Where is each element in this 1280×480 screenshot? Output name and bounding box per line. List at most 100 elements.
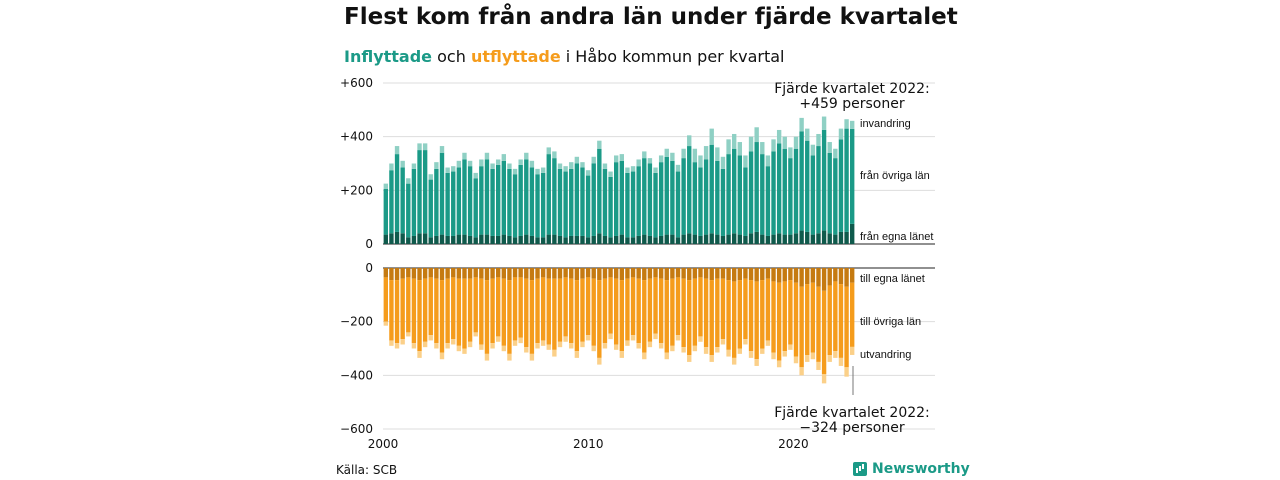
bar-in-fran-ovriga-lan bbox=[681, 158, 686, 235]
bar-in-fran-egna-lanet bbox=[788, 234, 793, 244]
bar-out-till-egna-lanet bbox=[507, 268, 512, 281]
bar-in-fran-egna-lanet bbox=[849, 223, 855, 244]
bar-in-fran-ovriga-lan bbox=[760, 154, 765, 235]
subtitle-mid: och bbox=[432, 47, 471, 66]
bar-out-utvandring bbox=[726, 349, 731, 357]
bar-out-till-egna-lanet bbox=[799, 268, 804, 287]
bar-in-fran-ovriga-lan bbox=[400, 167, 405, 234]
bar-out-till-egna-lanet bbox=[597, 268, 602, 281]
bar-out-till-ovriga-lan bbox=[821, 290, 827, 374]
bar-in-fran-ovriga-lan bbox=[838, 139, 844, 232]
bar-in-fran-egna-lanet bbox=[793, 233, 799, 244]
bar-in-fran-ovriga-lan bbox=[529, 167, 535, 236]
bar-in-fran-ovriga-lan bbox=[608, 176, 613, 238]
bar-in-fran-ovriga-lan bbox=[642, 158, 647, 235]
bar-in-fran-ovriga-lan bbox=[428, 179, 433, 238]
bar-in-invandring bbox=[664, 148, 669, 157]
bar-in-fran-egna-lanet bbox=[642, 234, 647, 244]
bar-in-fran-ovriga-lan bbox=[754, 142, 759, 232]
bar-in-fran-egna-lanet bbox=[670, 234, 675, 244]
bar-in-invandring bbox=[675, 164, 681, 172]
bar-in-fran-ovriga-lan bbox=[743, 167, 748, 236]
bar-in-fran-ovriga-lan bbox=[636, 166, 641, 236]
bar-out-utvandring bbox=[411, 343, 417, 349]
bar-out-till-ovriga-lan bbox=[799, 286, 804, 368]
y-tick-label-top: +400 bbox=[340, 130, 373, 144]
bar-in-fran-egna-lanet bbox=[518, 235, 523, 244]
newsworthy-logo[interactable]: Newsworthy bbox=[853, 461, 970, 477]
y-tick-label-bottom: 0 bbox=[365, 261, 373, 275]
bar-in-fran-ovriga-lan bbox=[844, 128, 849, 232]
bar-out-utvandring bbox=[642, 352, 647, 360]
bar-out-till-egna-lanet bbox=[490, 268, 495, 279]
bar-in-fran-ovriga-lan bbox=[563, 171, 568, 238]
bar-in-fran-egna-lanet bbox=[552, 234, 557, 244]
bar-in-fran-ovriga-lan bbox=[434, 168, 439, 236]
bar-in-invandring bbox=[619, 154, 625, 161]
bar-in-fran-egna-lanet bbox=[703, 234, 709, 244]
bar-in-invandring bbox=[597, 140, 602, 149]
bar-out-utvandring bbox=[681, 347, 686, 353]
bar-out-utvandring bbox=[698, 336, 703, 342]
bar-out-till-egna-lanet bbox=[765, 268, 771, 279]
bar-in-invandring bbox=[703, 146, 709, 160]
subtitle-outflow: utflyttade bbox=[470, 47, 561, 66]
bar-in-fran-ovriga-lan bbox=[417, 150, 422, 234]
bar-out-till-egna-lanet bbox=[687, 268, 692, 281]
bar-in-fran-egna-lanet bbox=[816, 233, 821, 244]
bar-in-fran-ovriga-lan bbox=[473, 178, 478, 238]
bottom-annotation: Fjärde kvartalet 2022: −324 personer bbox=[774, 366, 930, 436]
label-invandring: invandring bbox=[860, 118, 911, 130]
bar-in-invandring bbox=[585, 170, 591, 176]
bar-in-fran-ovriga-lan bbox=[647, 163, 653, 236]
bar-in-fran-ovriga-lan bbox=[580, 167, 585, 236]
bar-out-till-egna-lanet bbox=[737, 268, 743, 281]
x-tick-label: 2000 bbox=[368, 437, 399, 451]
bar-out-till-ovriga-lan bbox=[687, 280, 692, 356]
bar-out-till-ovriga-lan bbox=[776, 282, 782, 361]
bar-in-fran-egna-lanet bbox=[422, 233, 428, 244]
bar-in-fran-egna-lanet bbox=[495, 235, 501, 244]
bar-in-invandring bbox=[748, 136, 754, 152]
bar-in-fran-egna-lanet bbox=[467, 235, 473, 244]
y-tick-label-top: +200 bbox=[340, 183, 373, 197]
bar-out-utvandring bbox=[827, 355, 832, 362]
bar-in-invandring bbox=[630, 166, 636, 172]
bar-out-till-ovriga-lan bbox=[748, 280, 754, 352]
y-tick-label-top: 0 bbox=[365, 237, 373, 251]
bar-in-fran-egna-lanet bbox=[445, 235, 450, 244]
bar-out-till-egna-lanet bbox=[389, 268, 394, 281]
bar-in-invandring bbox=[687, 135, 692, 147]
bar-in-fran-egna-lanet bbox=[529, 235, 535, 244]
bar-out-utvandring bbox=[743, 339, 748, 345]
bar-out-till-ovriga-lan bbox=[535, 278, 540, 344]
bar-in-fran-ovriga-lan bbox=[675, 171, 681, 238]
bar-out-till-egna-lanet bbox=[473, 268, 478, 278]
bar-out-utvandring bbox=[524, 347, 529, 353]
bar-out-till-egna-lanet bbox=[479, 268, 484, 279]
bar-out-till-egna-lanet bbox=[636, 268, 641, 279]
bar-out-till-ovriga-lan bbox=[394, 280, 400, 344]
bar-in-fran-ovriga-lan bbox=[687, 146, 692, 234]
bar-in-fran-ovriga-lan bbox=[495, 164, 501, 236]
bar-in-fran-egna-lanet bbox=[394, 231, 400, 244]
bar-out-till-egna-lanet bbox=[512, 268, 518, 278]
bar-out-utvandring bbox=[692, 345, 698, 352]
bar-out-till-ovriga-lan bbox=[411, 278, 417, 344]
bar-in-fran-ovriga-lan bbox=[793, 148, 799, 234]
bar-out-till-ovriga-lan bbox=[760, 280, 765, 349]
bar-out-till-ovriga-lan bbox=[456, 278, 462, 346]
bar-out-utvandring bbox=[619, 351, 625, 358]
bar-in-fran-egna-lanet bbox=[658, 235, 664, 244]
bar-out-till-ovriga-lan bbox=[816, 286, 821, 362]
bar-out-till-egna-lanet bbox=[692, 268, 698, 279]
bar-out-utvandring bbox=[788, 344, 793, 350]
bar-in-invandring bbox=[805, 128, 810, 141]
bar-out-till-ovriga-lan bbox=[675, 277, 681, 336]
bar-out-till-ovriga-lan bbox=[467, 278, 473, 342]
bar-out-utvandring bbox=[501, 345, 507, 352]
bar-in-fran-egna-lanet bbox=[451, 235, 456, 244]
bar-out-utvandring bbox=[675, 335, 681, 341]
bar-out-utvandring bbox=[490, 343, 495, 349]
x-tick-label: 2020 bbox=[778, 437, 809, 451]
